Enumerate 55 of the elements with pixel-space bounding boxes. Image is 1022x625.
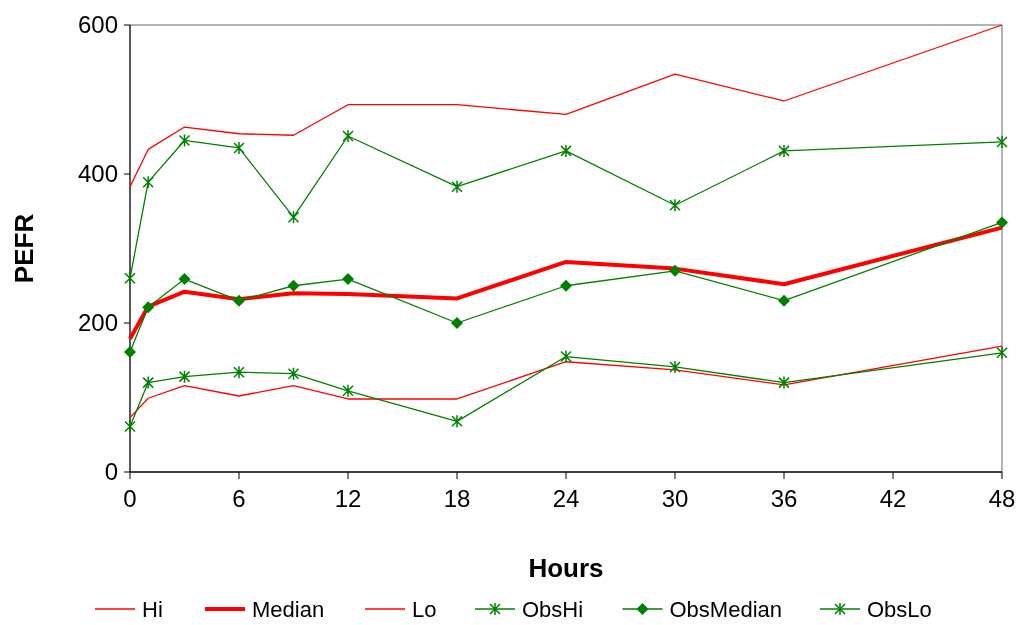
legend-label: Lo	[412, 596, 437, 622]
point	[342, 273, 354, 286]
point	[287, 210, 300, 224]
y-tick-label: 0	[104, 458, 118, 486]
point	[124, 419, 136, 434]
x-tick-label: 24	[552, 485, 580, 512]
point	[342, 384, 354, 398]
point	[451, 179, 463, 194]
point	[996, 346, 1008, 360]
point	[178, 133, 191, 148]
point	[778, 375, 790, 390]
legend-label: ObsMedian	[669, 596, 783, 622]
point	[560, 144, 572, 158]
x-tick-label: 30	[661, 485, 689, 512]
x-tick-label: 6	[232, 485, 246, 512]
y-tick-label: 200	[77, 309, 118, 337]
point	[778, 144, 790, 158]
point	[560, 279, 572, 292]
y-tick-label: 400	[77, 160, 118, 188]
point	[142, 301, 155, 314]
point	[124, 271, 136, 286]
point	[778, 294, 790, 307]
legend-label: Median	[252, 596, 325, 622]
point	[287, 366, 300, 381]
point	[178, 273, 191, 286]
point	[233, 141, 245, 155]
y-tick-label: 600	[77, 11, 118, 39]
point	[996, 135, 1008, 149]
legend-label: ObsHi	[522, 596, 584, 622]
point	[142, 175, 154, 189]
point	[669, 198, 681, 213]
point	[669, 360, 681, 374]
point	[560, 349, 572, 364]
point	[287, 279, 300, 292]
x-tick-label: 0	[123, 485, 137, 512]
x-tick-label: 12	[334, 485, 362, 512]
x-tick-label: 36	[770, 485, 798, 512]
x-tick-label: 48	[988, 485, 1016, 512]
x-tick-label: 18	[443, 485, 471, 512]
x-axis-title: Hours	[528, 553, 604, 583]
point	[142, 375, 154, 390]
point	[669, 264, 681, 277]
x-tick-label: 42	[879, 485, 907, 512]
point	[996, 216, 1008, 229]
point	[124, 346, 136, 359]
point	[451, 414, 463, 429]
legend-label: Hi	[142, 596, 163, 622]
point	[451, 317, 463, 329]
point	[233, 294, 245, 307]
point	[233, 365, 245, 379]
point	[342, 129, 354, 143]
legend-label: ObsLo	[867, 596, 932, 622]
line-series	[129, 345, 1003, 419]
y-axis-title: PEFR	[9, 213, 39, 284]
point	[178, 369, 191, 384]
